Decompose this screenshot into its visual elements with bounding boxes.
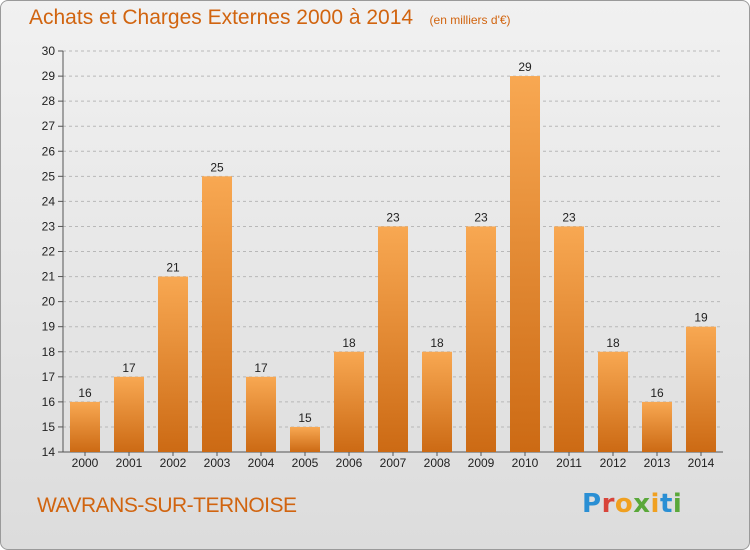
y-tick-label: 17 — [42, 370, 56, 384]
y-tick-label: 16 — [42, 395, 56, 409]
logo-letter: x — [633, 489, 651, 519]
y-tick-label: 30 — [42, 44, 56, 58]
x-tick-label: 2010 — [512, 456, 539, 470]
bar-layer — [70, 76, 716, 452]
bar-value-label: 18 — [606, 336, 620, 350]
chart-title: Achats et Charges Externes 2000 à 2014 — [29, 6, 414, 29]
logo-letter: o — [614, 489, 634, 519]
x-tick-label: 2004 — [248, 456, 275, 470]
y-tick-label: 26 — [42, 144, 56, 158]
bar-2004 — [246, 376, 276, 452]
commune-name: WAVRANS-SUR-TERNOISE — [37, 494, 297, 517]
proxiti-logo: Proxiti — [582, 489, 682, 519]
logo-letter: t — [659, 489, 673, 519]
bar-value-label: 17 — [122, 361, 136, 375]
bar-2001 — [114, 376, 144, 452]
bar-2005 — [290, 426, 320, 452]
y-tick-label: 15 — [42, 420, 56, 434]
y-tick-label: 19 — [42, 320, 56, 334]
bar-value-label: 15 — [298, 411, 312, 425]
bar-value-label: 21 — [166, 261, 180, 275]
chart-subtitle: (en milliers d'€) — [429, 13, 511, 27]
y-tick-label: 21 — [42, 270, 56, 284]
x-tick-label: 2003 — [204, 456, 231, 470]
x-tick-label: 2002 — [160, 456, 187, 470]
x-tick-label: 2014 — [688, 456, 715, 470]
bar-2008 — [422, 351, 452, 452]
x-tick-label: 2006 — [336, 456, 363, 470]
x-tick-label: 2001 — [116, 456, 143, 470]
logo-letter: r — [601, 489, 615, 519]
bar-value-label: 23 — [474, 210, 488, 224]
x-tick-label: 2000 — [72, 456, 99, 470]
y-tick-label: 22 — [42, 245, 56, 259]
x-tick-label: 2005 — [292, 456, 319, 470]
x-tick-label: 2012 — [600, 456, 627, 470]
y-tick-label: 25 — [42, 169, 56, 183]
bar-2003 — [202, 176, 232, 452]
bar-value-label: 18 — [342, 336, 356, 350]
bar-2009 — [466, 226, 496, 452]
bar-2013 — [642, 401, 672, 452]
y-tick-label: 29 — [42, 69, 56, 83]
bar-2012 — [598, 351, 628, 452]
y-tick-label: 18 — [42, 345, 56, 359]
bar-value-label: 25 — [210, 160, 224, 174]
logo-letter: i — [672, 489, 683, 519]
bar-2000 — [70, 401, 100, 452]
bar-value-label: 18 — [430, 336, 444, 350]
bar-2007 — [378, 226, 408, 452]
y-tick-label: 24 — [42, 194, 56, 208]
bar-value-label: 17 — [254, 361, 268, 375]
bar-2011 — [554, 226, 584, 452]
x-tick-label: 2011 — [556, 456, 582, 470]
y-tick-label: 20 — [42, 295, 56, 309]
bar-value-label: 19 — [694, 311, 708, 325]
y-tick-label: 14 — [42, 445, 56, 459]
bar-2010 — [510, 76, 540, 452]
y-tick-label: 28 — [42, 94, 56, 108]
bar-value-label: 29 — [518, 60, 532, 74]
title-row: Achats et Charges Externes 2000 à 2014 (… — [29, 6, 511, 30]
label-layer: 16 17 21 25 17 15 18 23 18 23 29 23 18 16 19 — [78, 60, 708, 425]
bar-value-label: 16 — [650, 386, 664, 400]
x-tick-label: 2013 — [644, 456, 671, 470]
logo-letter: i — [650, 489, 660, 519]
x-tick-label: 2007 — [380, 456, 407, 470]
bar-2002 — [158, 276, 188, 452]
bar-value-label: 23 — [562, 210, 576, 224]
bar-2006 — [334, 351, 364, 452]
y-tick-label: 27 — [42, 119, 56, 133]
y-tick-label: 23 — [42, 219, 56, 233]
x-tick-label: 2009 — [468, 456, 495, 470]
bar-value-label: 16 — [78, 386, 92, 400]
bar-value-label: 23 — [386, 210, 400, 224]
logo-letter: P — [582, 489, 602, 519]
bar-2014 — [686, 326, 716, 452]
x-tick-label: 2008 — [424, 456, 451, 470]
